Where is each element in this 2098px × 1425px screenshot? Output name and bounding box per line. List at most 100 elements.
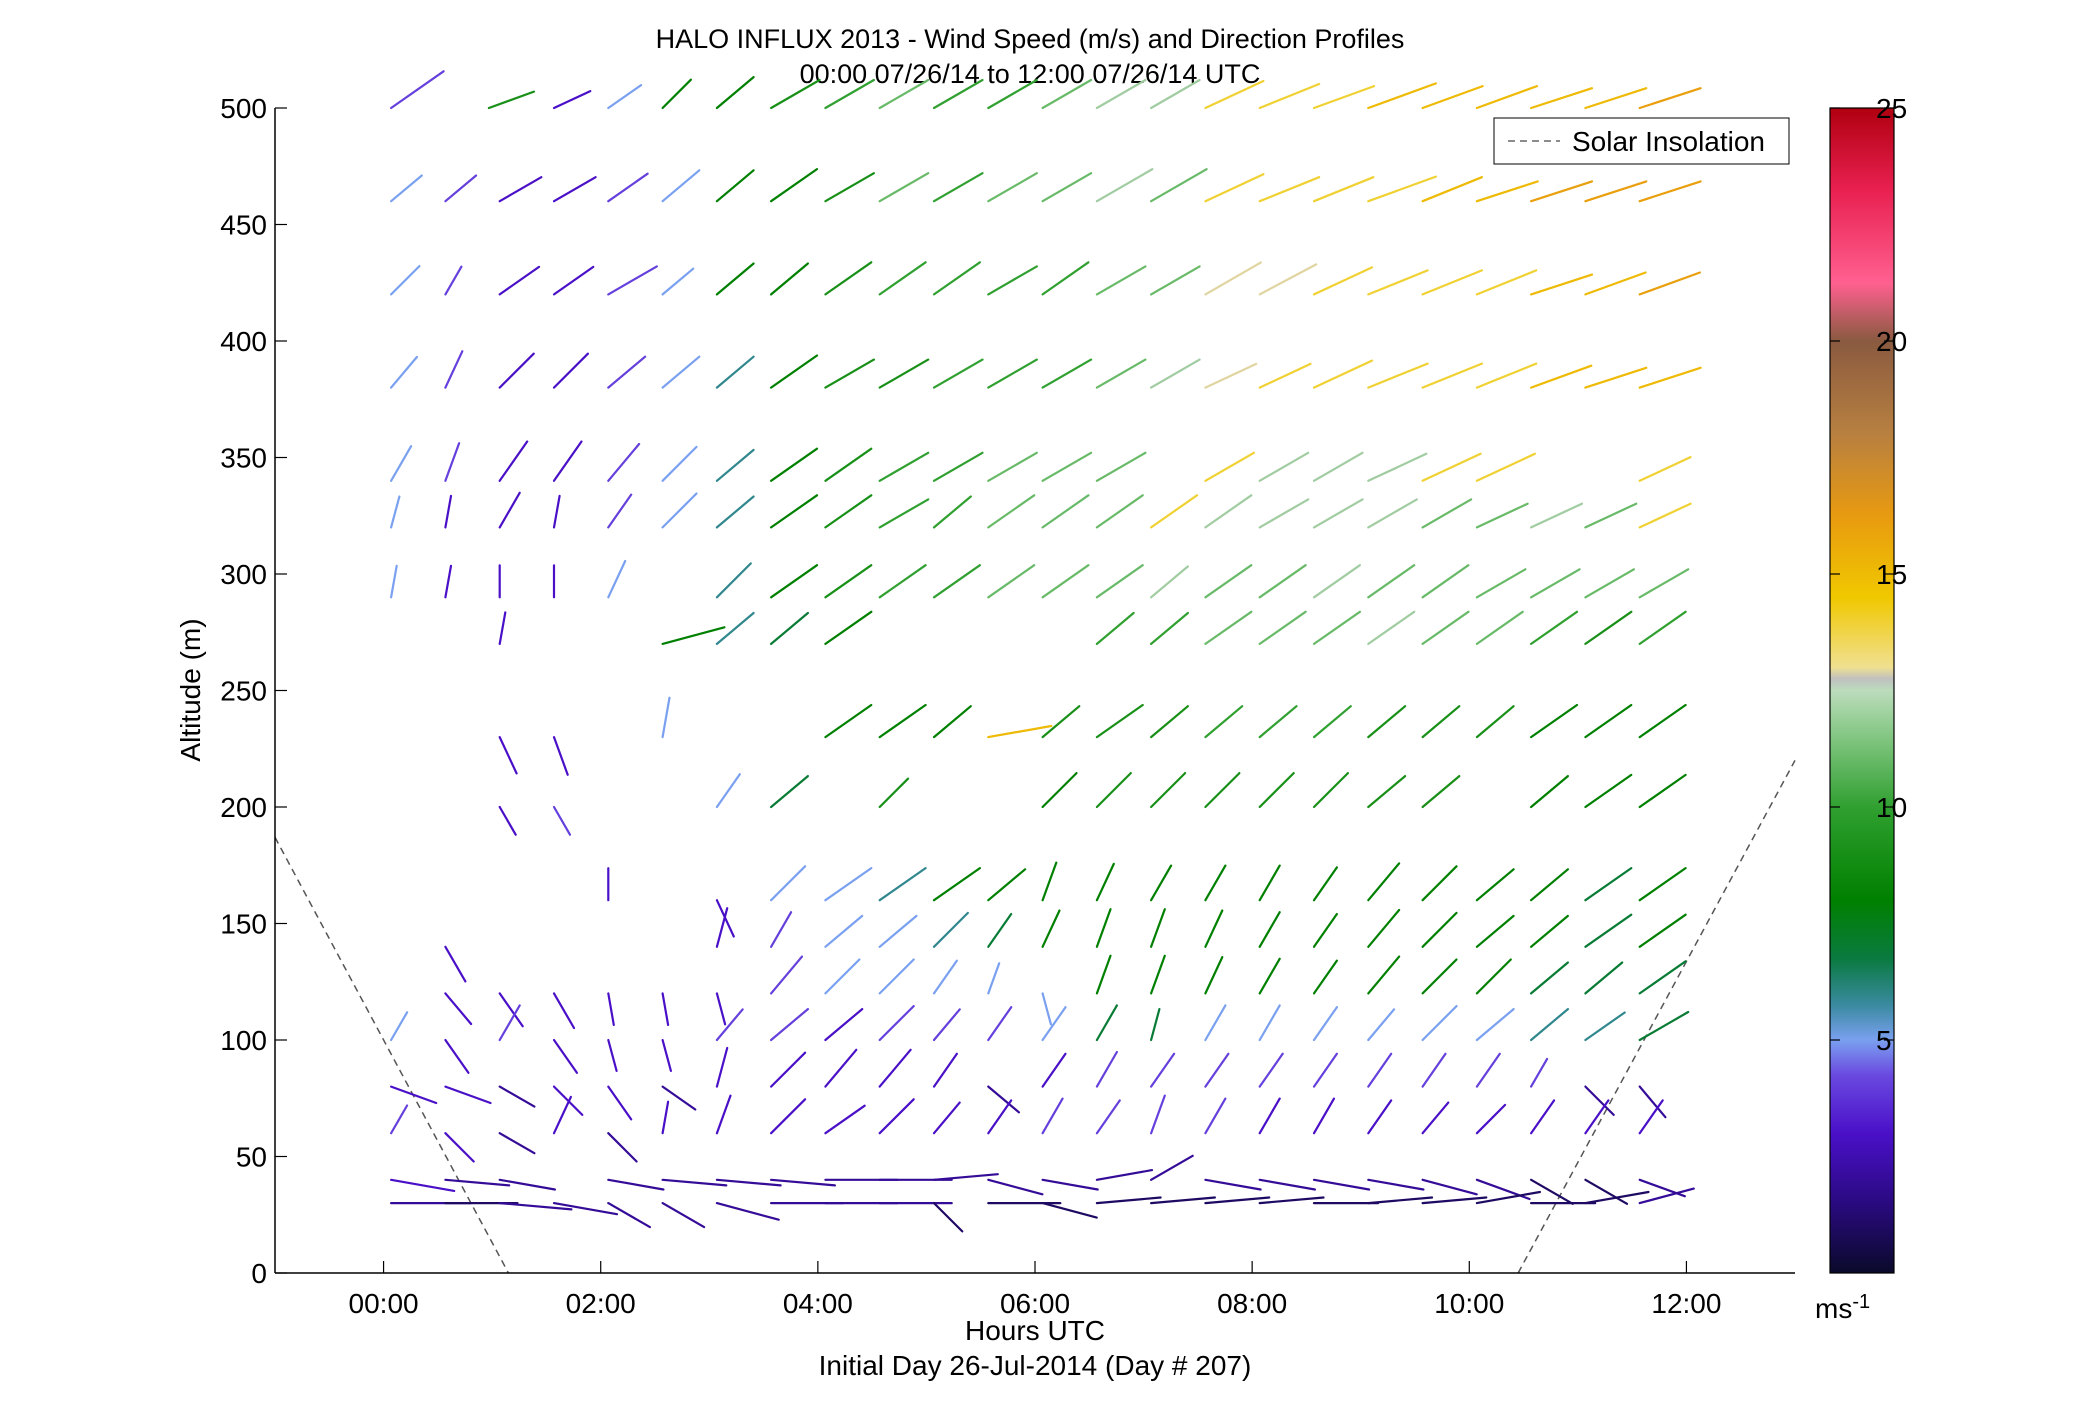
wind-vector (878, 564, 927, 599)
wind-vector (715, 169, 755, 203)
wind-vector (1095, 771, 1132, 809)
solar-insolation-series (274, 760, 1796, 1274)
wind-vector (1529, 1099, 1556, 1135)
wind-vector (1312, 1178, 1371, 1191)
wind-vector (1584, 180, 1648, 203)
wind-vector (932, 1173, 999, 1181)
wind-vector (1638, 87, 1702, 110)
wind-vector (1638, 773, 1687, 809)
wind-vector (1475, 180, 1539, 203)
wind-vector (987, 564, 1036, 599)
wind-vector (715, 1094, 732, 1135)
wind-vector (1638, 1010, 1690, 1042)
colorbar-unit-base: ms (1815, 1293, 1852, 1324)
wind-vector (607, 1201, 652, 1229)
wind-vector (607, 442, 641, 482)
wind-vector (769, 1098, 807, 1135)
wind-vector (1041, 172, 1093, 203)
wind-vector (932, 451, 984, 482)
wind-vector (824, 78, 876, 110)
wind-vector (1041, 1052, 1067, 1088)
wind-vector (1421, 564, 1470, 599)
x-tick-label: 08:00 (1217, 1288, 1287, 1319)
wind-vector (552, 176, 597, 203)
wind-vector (607, 172, 649, 203)
wind-vector (769, 354, 819, 389)
wind-vector (878, 78, 930, 110)
wind-vector (661, 1038, 673, 1073)
solar-insolation-line (274, 836, 510, 1274)
wind-vector (1041, 358, 1093, 389)
x-tick-label: 02:00 (566, 1288, 636, 1319)
wind-vector (1204, 79, 1265, 110)
wind-vector (987, 1178, 1044, 1196)
x-axis-label-2: Initial Day 26-Jul-2014 (Day # 207) (819, 1350, 1252, 1381)
colorbar-tick-label: 15 (1876, 559, 1907, 590)
wind-vector (1421, 610, 1470, 646)
wind-vector (1041, 771, 1078, 809)
wind-vector (1529, 868, 1570, 902)
wind-vector (1638, 456, 1692, 482)
wind-vector (552, 1095, 573, 1135)
wind-vector (444, 1132, 475, 1163)
wind-vector (878, 703, 927, 739)
wind-vector (1204, 494, 1253, 529)
wind-vector (1095, 954, 1112, 995)
wind-vector (498, 491, 521, 529)
wind-vector (1312, 959, 1339, 995)
wind-vector (390, 564, 398, 599)
wind-vector (661, 1085, 697, 1111)
wind-vector (932, 1101, 961, 1135)
wind-vector (1204, 451, 1256, 482)
wind-vector (1421, 958, 1458, 995)
wind-vector (1584, 913, 1633, 948)
wind-vector (987, 451, 1038, 482)
wind-vector (715, 1008, 744, 1042)
wind-vector (878, 958, 915, 995)
wind-vector (1312, 266, 1374, 296)
wind-vector (1638, 866, 1687, 902)
wind-vector (987, 265, 1038, 296)
wind-vector (1475, 610, 1524, 646)
wind-vector (1041, 1006, 1067, 1042)
y-tick-label: 200 (220, 792, 267, 823)
wind-vector (824, 261, 873, 296)
wind-vector (390, 495, 401, 529)
y-axis-label: Altitude (m) (175, 618, 206, 761)
wind-vector (552, 1201, 619, 1216)
wind-vectors (390, 70, 1702, 1233)
wind-vector (1312, 1097, 1336, 1135)
wind-vector (1421, 84, 1484, 110)
wind-vector (878, 451, 930, 482)
wind-vector (1258, 1196, 1325, 1205)
wind-vector (715, 562, 752, 599)
wind-vector (715, 262, 755, 296)
wind-vector (1041, 261, 1090, 296)
colorbar-ticks: 5 10 15 20 25 (1830, 93, 1907, 1056)
wind-vector (661, 1201, 706, 1229)
wind-vector (1475, 914, 1515, 948)
wind-vector (498, 1178, 557, 1191)
wind-vector (661, 445, 698, 482)
wind-vector (878, 358, 930, 389)
wind-vector (824, 172, 876, 203)
wind-vector (987, 1006, 1013, 1042)
wind-vector (824, 358, 876, 389)
wind-vector (1149, 494, 1199, 529)
wind-vector (1204, 864, 1227, 902)
wind-vector (1204, 771, 1241, 809)
y-tick-label: 50 (236, 1142, 267, 1173)
wind-vector (1638, 1187, 1695, 1205)
wind-vector (552, 440, 583, 482)
wind-vector (1638, 1099, 1664, 1135)
wind-vector (1584, 502, 1638, 529)
wind-vector (1421, 911, 1458, 948)
wind-vector (444, 350, 464, 389)
wind-vector (1421, 1196, 1488, 1205)
wind-vector (1584, 568, 1636, 599)
wind-vector (1204, 1097, 1227, 1135)
wind-vector (1258, 564, 1307, 599)
wind-vector (498, 805, 517, 836)
colorbar-tick-label: 20 (1876, 326, 1907, 357)
